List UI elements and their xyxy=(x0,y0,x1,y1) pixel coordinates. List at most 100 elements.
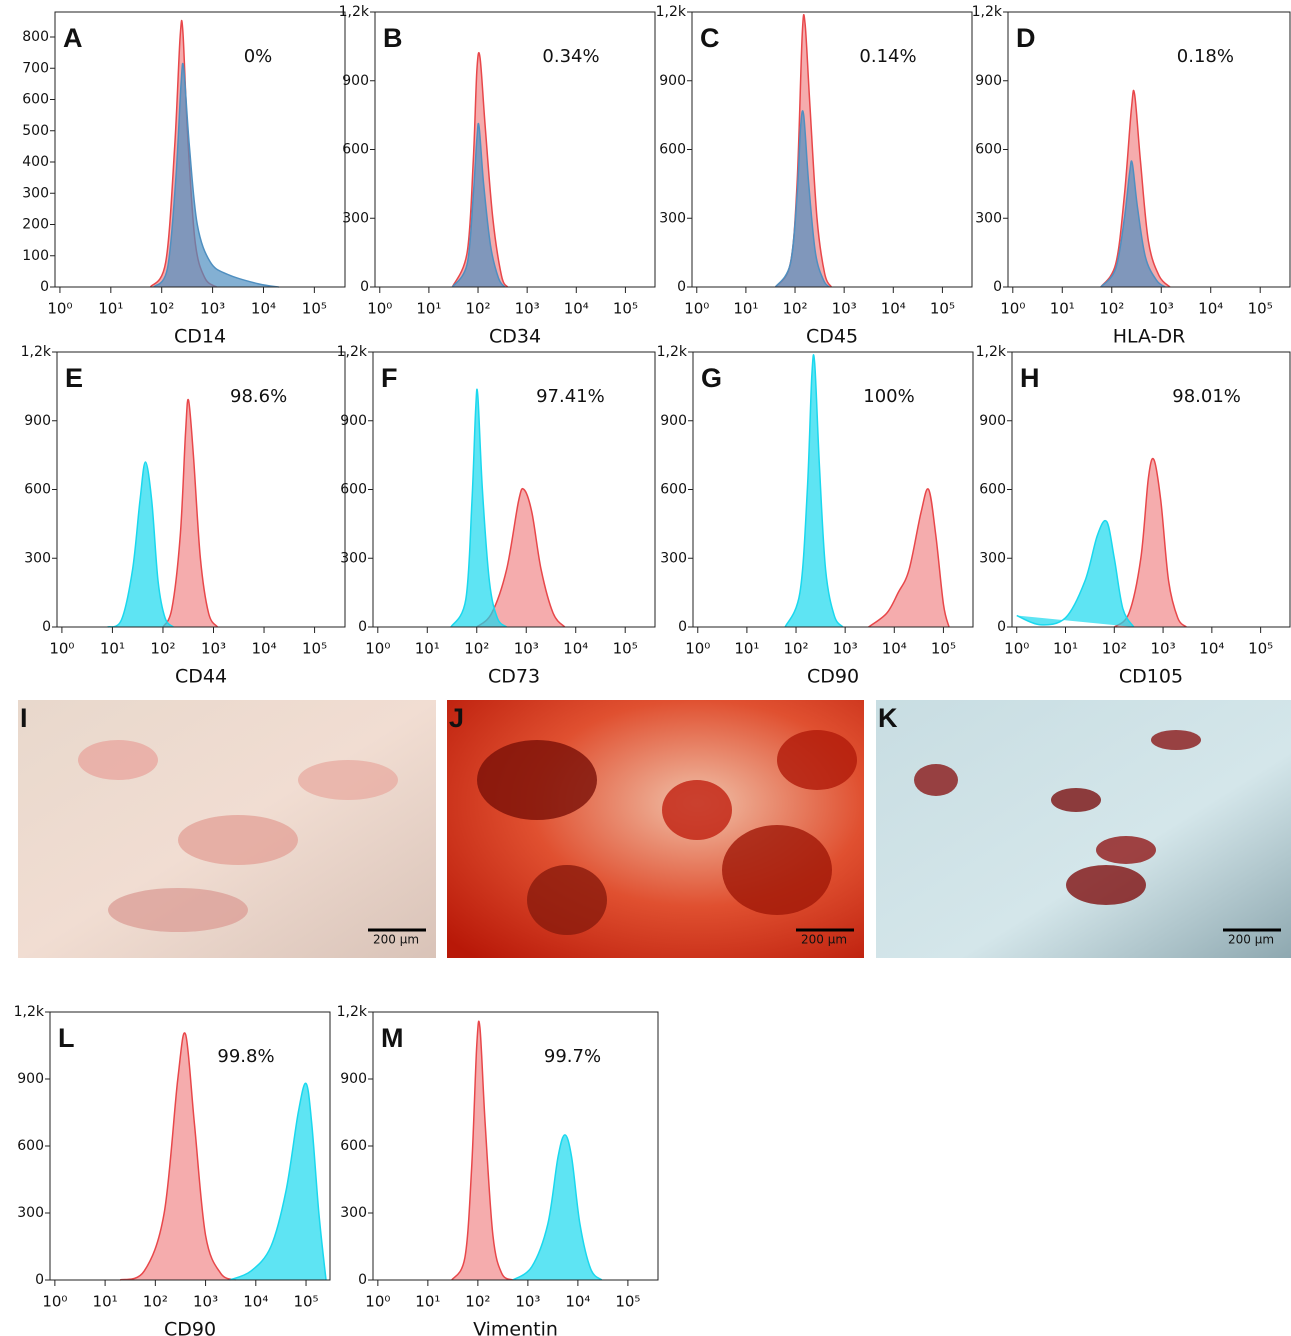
x-tick-label: 10² xyxy=(464,640,489,658)
y-tick-label: 0 xyxy=(993,279,1002,295)
stain xyxy=(1151,730,1201,750)
y-tick-label: 0 xyxy=(997,619,1006,635)
stain xyxy=(178,815,298,865)
y-tick-label: 300 xyxy=(342,210,369,226)
x-tick-label: 10⁴ xyxy=(251,640,276,658)
x-tick-label: 10¹ xyxy=(93,1293,118,1311)
x-tick-label: 10² xyxy=(783,640,808,658)
stain xyxy=(477,740,597,820)
percentage: 99.7% xyxy=(544,1046,601,1067)
x-axis-label: CD45 xyxy=(806,326,858,348)
y-tick-label: 1,2k xyxy=(976,344,1007,360)
x-tick-label: 10⁴ xyxy=(565,1293,590,1311)
x-tick-label: 10³ xyxy=(200,300,225,318)
x-tick-label: 10⁰ xyxy=(1000,300,1025,318)
panel-letter: G xyxy=(701,363,722,393)
x-tick-label: 10⁰ xyxy=(47,300,72,318)
y-tick-label: 1,2k xyxy=(337,344,368,360)
x-tick-label: 10² xyxy=(1099,300,1124,318)
panel-letter: A xyxy=(63,23,83,53)
panel: 0 300 600 900 1,2k 10⁰ 10¹ 10² 10³ 10⁴ 10⁵ E 98.6% CD… xyxy=(21,344,346,688)
x-axis-label: CD90 xyxy=(807,666,859,688)
x-tick-label: 10¹ xyxy=(733,300,758,318)
x-tick-label: 10⁵ xyxy=(613,640,638,658)
y-tick-label: 300 xyxy=(979,550,1006,566)
x-tick-label: 10³ xyxy=(832,300,857,318)
percentage: 98.6% xyxy=(230,386,287,407)
x-tick-label: 10⁴ xyxy=(1198,300,1223,318)
percentage: 98.01% xyxy=(1172,386,1241,407)
x-tick-label: 10² xyxy=(150,640,175,658)
y-tick-label: 900 xyxy=(340,1071,367,1087)
x-tick-label: 10² xyxy=(143,1293,168,1311)
y-tick-label: 0 xyxy=(678,619,687,635)
x-tick-label: 10⁵ xyxy=(615,1293,640,1311)
panel: 0 300 600 900 1,2k 10⁰ 10¹ 10² 10³ 10⁴ 10⁵ D 0.18% HL… xyxy=(972,4,1291,348)
y-tick-label: 300 xyxy=(340,1205,367,1221)
x-tick-label: 10¹ xyxy=(98,300,123,318)
plot-frame xyxy=(54,11,346,288)
scale-bar-label: 200 µm xyxy=(373,933,419,947)
y-tick-label: 300 xyxy=(24,550,51,566)
y-tick-label: 900 xyxy=(342,73,369,89)
histogram-area xyxy=(229,1082,327,1281)
y-tick-label: 0 xyxy=(358,1272,367,1288)
y-tick-label: 900 xyxy=(975,73,1002,89)
panel-letter: I xyxy=(20,703,28,733)
histogram-area xyxy=(451,122,506,288)
x-tick-label: 10⁰ xyxy=(1004,640,1029,658)
scale-bar-label: 200 µm xyxy=(801,933,847,947)
x-tick-label: 10⁵ xyxy=(613,300,638,318)
x-axis-label: CD90 xyxy=(164,1319,216,1336)
panel: 0 100 200 300 400 500 600 700 800 10⁰ 10¹ 10² 10³ 10⁴… xyxy=(22,11,346,348)
y-tick-label: 500 xyxy=(22,123,49,139)
y-tick-label: 0 xyxy=(358,619,367,635)
x-tick-label: 10³ xyxy=(201,640,226,658)
panel: 0 300 600 900 1,2k 10⁰ 10¹ 10² 10³ 10⁴ 10⁵ M 99.7% Vi… xyxy=(337,1004,659,1336)
x-tick-label: 10² xyxy=(782,300,807,318)
x-tick-label: 10⁴ xyxy=(563,640,588,658)
histogram-area xyxy=(512,1134,603,1281)
histogram-area xyxy=(153,62,279,288)
panel-letter: H xyxy=(1020,363,1040,393)
stain xyxy=(108,888,248,932)
x-tick-label: 10³ xyxy=(193,1293,218,1311)
y-tick-label: 900 xyxy=(17,1071,44,1087)
x-tick-label: 10⁴ xyxy=(1199,640,1224,658)
y-tick-label: 200 xyxy=(22,217,49,233)
y-tick-label: 0 xyxy=(360,279,369,295)
histogram-area xyxy=(450,388,508,628)
x-axis-label: CD105 xyxy=(1119,666,1183,688)
y-tick-label: 900 xyxy=(979,413,1006,429)
x-tick-label: 10⁰ xyxy=(49,640,74,658)
y-tick-label: 1,2k xyxy=(21,344,52,360)
x-tick-label: 10⁴ xyxy=(881,300,906,318)
y-tick-label: 0 xyxy=(42,619,51,635)
x-tick-label: 10⁴ xyxy=(882,640,907,658)
x-tick-label: 10¹ xyxy=(416,300,441,318)
y-tick-label: 1,2k xyxy=(339,4,370,20)
x-axis-label: CD44 xyxy=(175,666,227,688)
y-tick-label: 800 xyxy=(22,29,49,45)
y-tick-label: 1,2k xyxy=(14,1004,45,1020)
x-tick-label: 10⁵ xyxy=(302,640,327,658)
plot-frame xyxy=(374,11,656,288)
panel: 0 300 600 900 1,2k 10⁰ 10¹ 10² 10³ 10⁴ 10⁵ L 99.8% CD… xyxy=(14,1004,331,1336)
x-tick-label: 10² xyxy=(1102,640,1127,658)
stain xyxy=(777,730,857,790)
x-tick-label: 10⁰ xyxy=(365,640,390,658)
photo xyxy=(876,700,1291,958)
x-tick-label: 10³ xyxy=(1151,640,1176,658)
panel: 0 300 600 900 1,2k 10⁰ 10¹ 10² 10³ 10⁴ 10⁵ B 0.34% CD… xyxy=(339,4,656,348)
x-tick-label: 10⁵ xyxy=(931,640,956,658)
y-tick-label: 0 xyxy=(35,1272,44,1288)
histogram-area xyxy=(162,398,219,628)
histogram-area xyxy=(1016,519,1135,628)
panel: 0 300 600 900 1,2k 10⁰ 10¹ 10² 10³ 10⁴ 10⁵ H 98.01% C… xyxy=(976,344,1291,688)
y-tick-label: 600 xyxy=(975,142,1002,158)
x-axis-label: CD34 xyxy=(489,326,541,348)
plot-frame xyxy=(691,11,973,288)
panel: 0 300 600 900 1,2k 10⁰ 10¹ 10² 10³ 10⁴ 10⁵ G 100% CD9… xyxy=(657,344,974,688)
x-tick-label: 10⁰ xyxy=(685,640,710,658)
